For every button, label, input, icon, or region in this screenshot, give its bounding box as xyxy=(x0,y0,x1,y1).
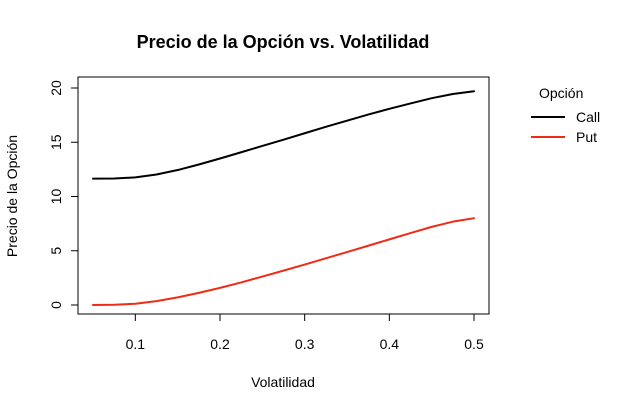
y-axis-label: Precio de la Opción xyxy=(4,135,20,257)
legend-label-put: Put xyxy=(576,129,597,145)
legend: Opción Call Put xyxy=(531,85,600,145)
legend-label-call: Call xyxy=(576,109,600,125)
y-tick-label: 0 xyxy=(48,301,64,309)
y-tick-label: 10 xyxy=(48,189,64,205)
legend-title: Opción xyxy=(539,85,583,101)
x-tick-label: 0.1 xyxy=(126,336,146,352)
x-tick-label: 0.5 xyxy=(464,336,484,352)
x-tick-label: 0.4 xyxy=(380,336,400,352)
series-line-call xyxy=(92,90,475,180)
y-axis: 0 5 10 15 20 xyxy=(48,80,79,309)
legend-items: Call Put xyxy=(531,109,600,145)
series-line-put xyxy=(92,217,475,306)
x-axis-label: Volatilidad xyxy=(251,374,315,390)
y-tick-label: 20 xyxy=(48,80,64,96)
x-tick-label: 0.3 xyxy=(295,336,315,352)
chart-title: Precio de la Opción vs. Volatilidad xyxy=(137,32,430,52)
x-axis: 0.1 0.2 0.3 0.4 0.5 xyxy=(126,313,484,352)
series-layer xyxy=(92,90,475,306)
y-tick-label: 5 xyxy=(48,247,64,255)
x-tick-label: 0.2 xyxy=(210,336,230,352)
y-tick-label: 15 xyxy=(48,134,64,150)
